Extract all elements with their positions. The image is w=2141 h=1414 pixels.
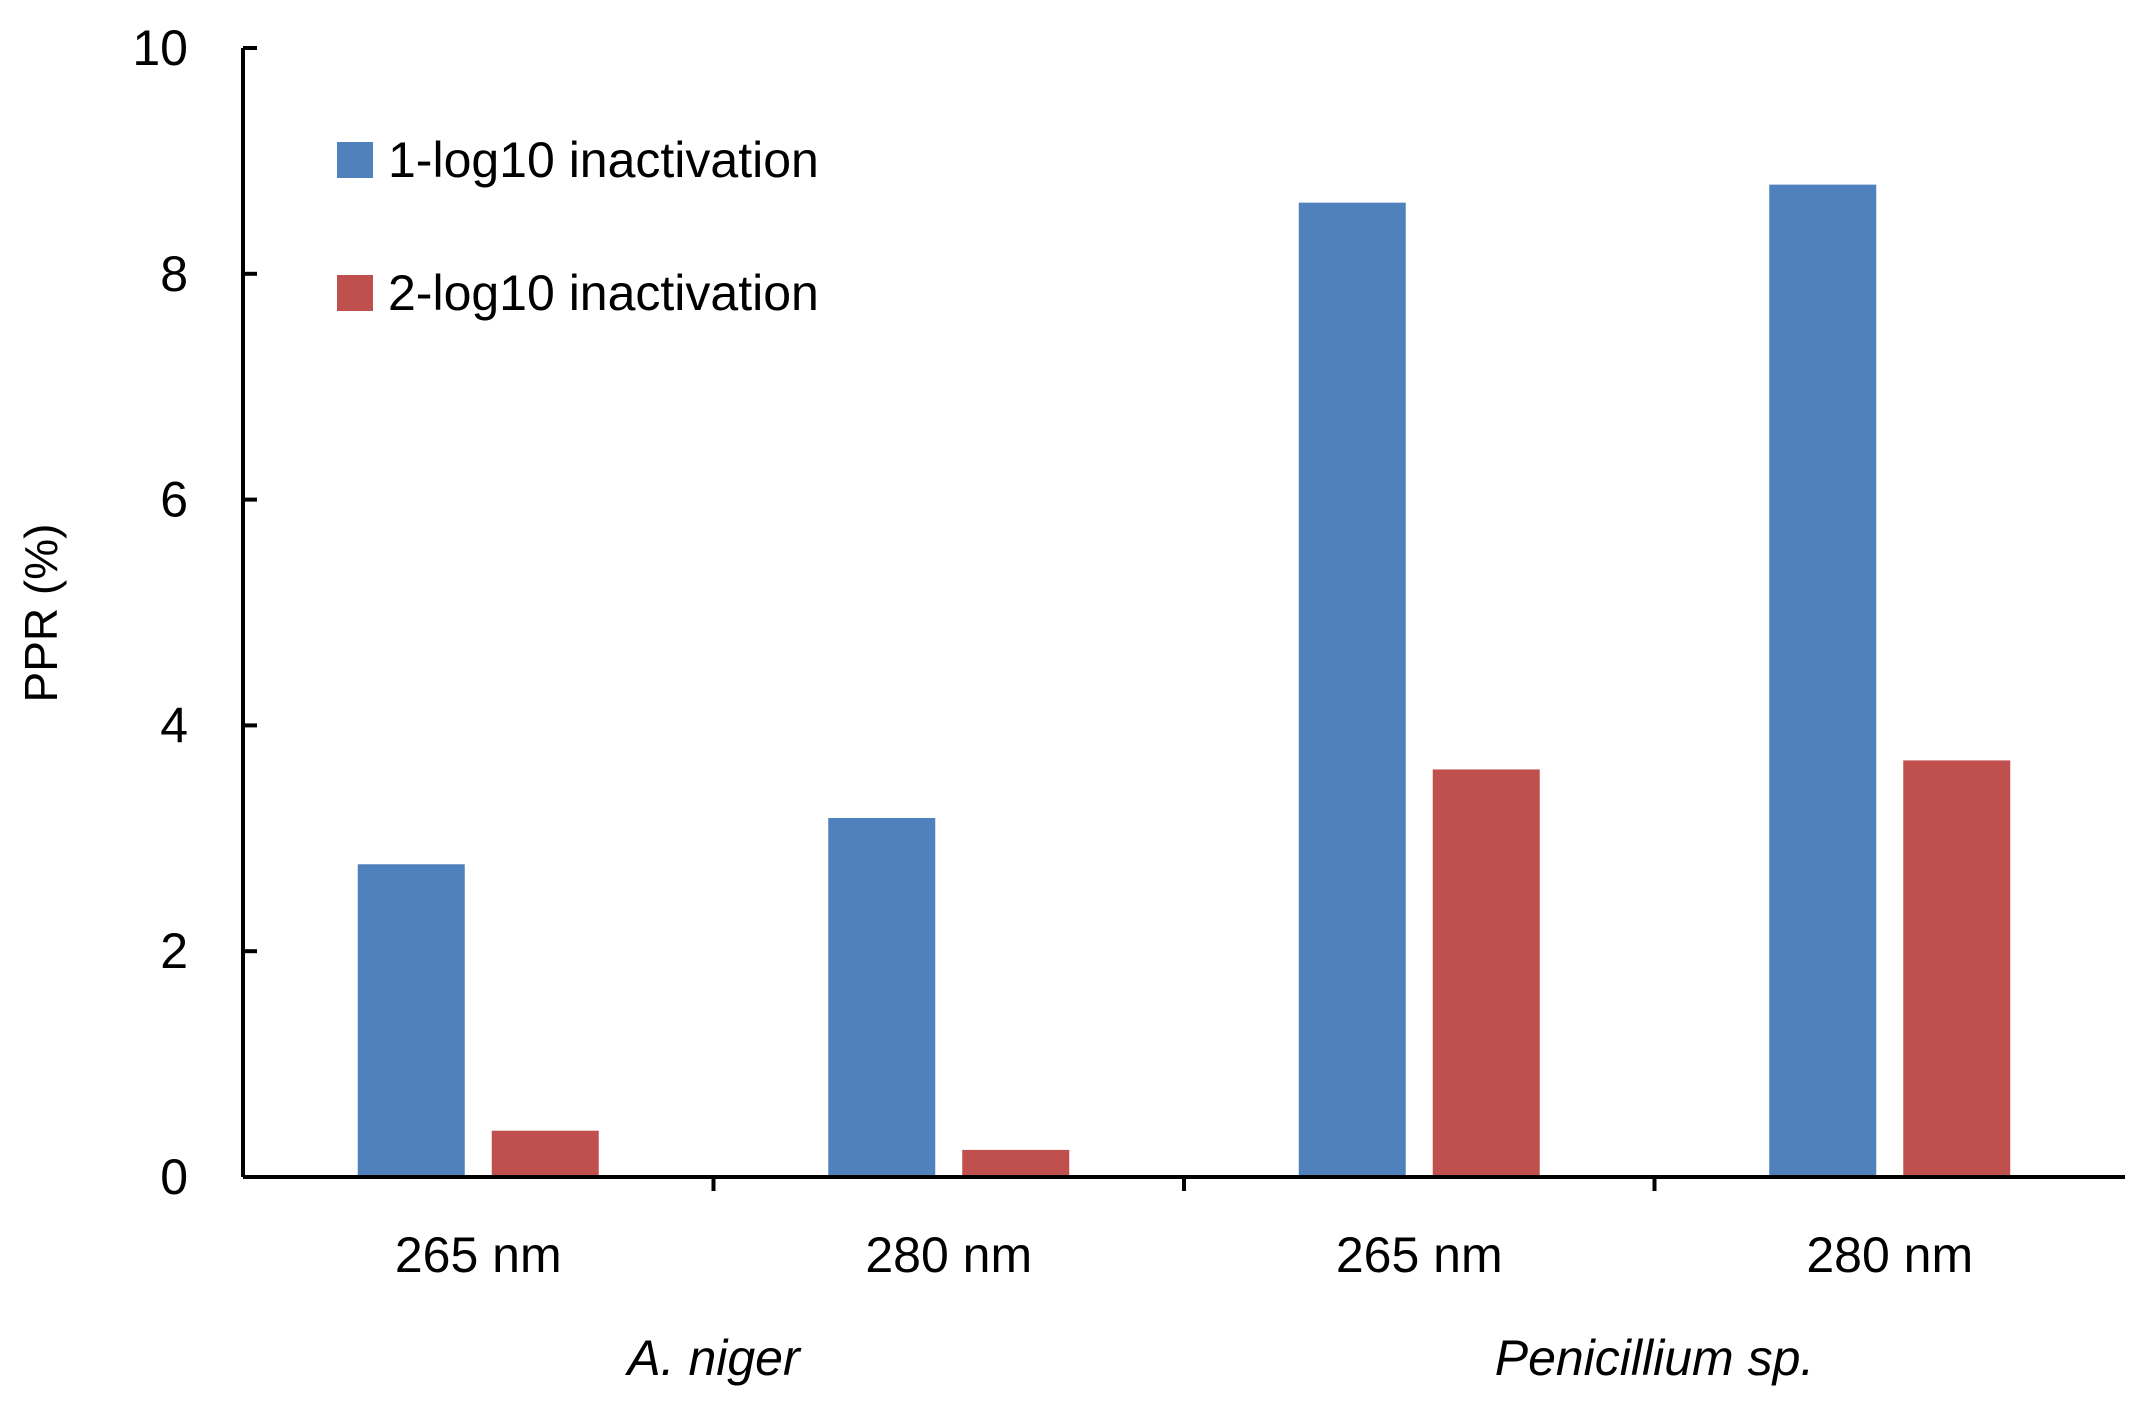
y-ticks: 0 2 4 6 8 10 [132, 20, 1657, 1205]
legend-swatch [337, 142, 373, 178]
bar-series1-cat2 [828, 817, 936, 1177]
y-axis-title: PPR (%) [15, 524, 67, 703]
x-group-label: Penicillium sp. [1495, 1330, 1815, 1386]
bar-series2-cat3 [1432, 769, 1540, 1177]
x-group-label: A. niger [624, 1330, 802, 1386]
legend-label: 1-log10 inactivation [388, 132, 819, 188]
bars-layer [357, 184, 2011, 1178]
y-tick-label: 10 [132, 20, 188, 76]
bar-series2-cat1 [491, 1130, 599, 1177]
y-tick-label: 2 [160, 923, 188, 979]
bar-series1-cat1 [357, 864, 465, 1177]
bar-series2-cat2 [962, 1149, 1070, 1177]
x-group-labels: A. niger Penicillium sp. [624, 1330, 1814, 1386]
bar-series1-cat4 [1769, 184, 1877, 1177]
y-tick-label: 8 [160, 246, 188, 302]
bar-series1-cat3 [1298, 202, 1406, 1178]
x-category-label: 280 nm [1806, 1227, 1973, 1283]
y-tick-label: 6 [160, 472, 188, 528]
bar-series2-cat4 [1903, 760, 2011, 1177]
x-category-label: 265 nm [1336, 1227, 1503, 1283]
legend-label: 2-log10 inactivation [388, 265, 819, 321]
legend-swatch [337, 275, 373, 311]
y-tick-label: 0 [160, 1149, 188, 1205]
legend: 1-log10 inactivation 2-log10 inactivation [337, 132, 819, 321]
x-category-label: 265 nm [395, 1227, 562, 1283]
x-category-labels: 265 nm 280 nm 265 nm 280 nm [395, 1227, 1973, 1283]
x-category-label: 280 nm [865, 1227, 1032, 1283]
y-tick-label: 4 [160, 697, 188, 753]
